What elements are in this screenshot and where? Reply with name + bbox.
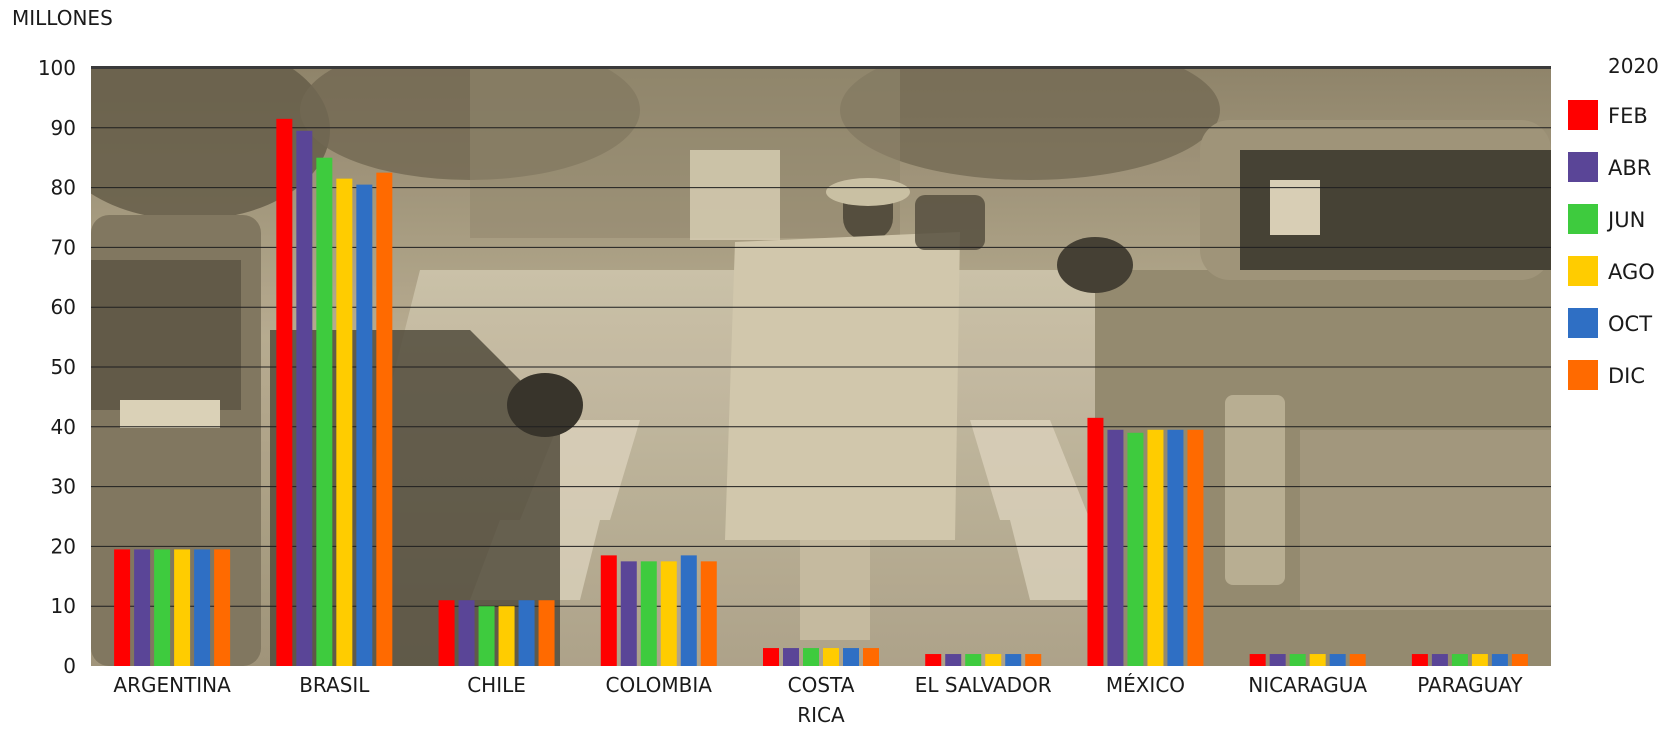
y-tick-label: 10 (51, 594, 76, 618)
bar (1431, 654, 1448, 666)
bar (700, 561, 717, 666)
bar (478, 606, 495, 666)
bar (194, 549, 211, 666)
legend-label: DIC (1608, 364, 1645, 388)
legend-label: OCT (1608, 312, 1652, 336)
bar (640, 561, 657, 666)
bar (1167, 429, 1184, 666)
y-tick-label: 40 (51, 415, 76, 439)
y-tick-label: 30 (51, 475, 76, 499)
legend-swatch (1568, 360, 1598, 390)
bar (214, 549, 231, 666)
y-tick-label: 90 (51, 116, 76, 140)
bar (276, 118, 293, 666)
bar (1471, 654, 1488, 666)
legend: 2020 FEB ABR JUN AGO OCT DIC (1568, 54, 1659, 390)
bar (965, 654, 982, 666)
bar (600, 555, 617, 666)
bar (296, 130, 313, 667)
x-tick-label: COSTA RICA (788, 673, 855, 727)
legend-label: FEB (1608, 104, 1648, 128)
y-tick-label: 50 (51, 355, 76, 379)
bar (376, 172, 393, 666)
bar (498, 606, 515, 666)
legend-label: JUN (1606, 208, 1645, 232)
bar (945, 654, 962, 666)
bar (620, 561, 637, 666)
bar (1451, 654, 1468, 666)
bar (1309, 654, 1326, 666)
legend-swatch (1568, 204, 1598, 234)
legend-swatch (1568, 308, 1598, 338)
bar (1491, 654, 1508, 666)
x-tick-label: BRASIL (299, 673, 370, 697)
bar (1411, 654, 1428, 666)
bar (1025, 654, 1042, 666)
bar (843, 648, 859, 666)
bar (823, 648, 839, 666)
legend-label: AGO (1608, 260, 1655, 284)
bar (985, 654, 1002, 666)
bar (1005, 654, 1022, 666)
bar (1329, 654, 1346, 666)
legend-label: ABR (1608, 156, 1651, 180)
bar (1127, 432, 1144, 666)
bar (538, 600, 555, 666)
bar (763, 648, 779, 666)
bar (438, 600, 455, 666)
bar (356, 184, 373, 667)
bar (518, 600, 535, 666)
bar (1107, 429, 1124, 666)
bar (680, 555, 697, 666)
bar (134, 549, 151, 666)
y-axis-ticks: 0 10 20 30 40 50 60 70 80 90 100 (38, 56, 76, 678)
y-tick-label: 20 (51, 534, 76, 558)
legend-title: 2020 (1608, 54, 1659, 78)
legend-swatch (1568, 152, 1598, 182)
bar (803, 648, 819, 666)
bar (174, 549, 191, 666)
legend-swatch (1568, 100, 1598, 130)
bar (1511, 654, 1528, 666)
bar (154, 549, 171, 666)
bar (316, 157, 333, 666)
y-tick-label: 80 (51, 176, 76, 200)
y-tick-label: 70 (51, 235, 76, 259)
x-axis-labels: ARGENTINA BRASIL CHILE COLOMBIA COSTA RICA EL … (113, 673, 1523, 727)
bar (1269, 654, 1286, 666)
bar (114, 549, 131, 666)
x-tick-label: COLOMBIA (606, 673, 713, 697)
x-tick-label: CHILE (467, 673, 526, 697)
bar (1249, 654, 1266, 666)
x-tick-label: MÉXICO (1106, 673, 1185, 697)
bar (1349, 654, 1366, 666)
bar (458, 600, 475, 666)
bar (1087, 417, 1104, 666)
y-tick-label: 100 (38, 56, 76, 80)
bar (336, 178, 353, 666)
x-tick-label: NICARAGUA (1248, 673, 1367, 697)
bar (863, 648, 879, 666)
bar (660, 561, 677, 666)
y-axis-label: MILLONES (12, 6, 113, 30)
bars (114, 118, 1528, 667)
bar (925, 654, 942, 666)
bar (783, 648, 799, 666)
bar (1289, 654, 1306, 666)
bar (1147, 429, 1164, 666)
bar (1187, 429, 1204, 666)
legend-swatch (1568, 256, 1598, 286)
y-tick-label: 60 (51, 295, 76, 319)
grid-lines (91, 127, 1551, 607)
x-tick-label: PARAGUAY (1417, 673, 1523, 697)
x-tick-label: ARGENTINA (113, 673, 231, 697)
x-tick-label: EL SALVADOR (915, 673, 1052, 697)
y-tick-label: 0 (63, 654, 76, 678)
